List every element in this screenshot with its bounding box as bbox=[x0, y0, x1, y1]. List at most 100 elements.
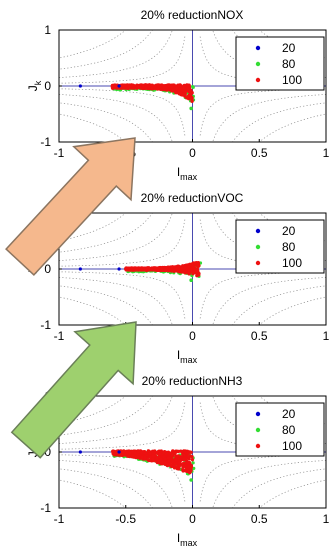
contour-lines bbox=[59, 213, 326, 325]
point-series-100 bbox=[180, 266, 184, 270]
point-series-100 bbox=[155, 87, 160, 91]
point-series-100 bbox=[170, 265, 174, 269]
point-series-80 bbox=[189, 278, 193, 283]
point-series-100 bbox=[159, 457, 163, 461]
point-series-100 bbox=[160, 267, 164, 271]
x-tick-label: 0.5 bbox=[251, 146, 268, 160]
point-series-100 bbox=[177, 87, 182, 91]
contour-line bbox=[258, 479, 326, 508]
point-series-100 bbox=[186, 94, 190, 99]
point-series-100 bbox=[148, 454, 152, 459]
x-tick-label: -1 bbox=[54, 146, 65, 160]
contour-lines bbox=[59, 30, 326, 142]
legend: 20 80 100 bbox=[235, 402, 325, 457]
point-series-100 bbox=[163, 85, 168, 89]
point-series-100 bbox=[143, 455, 147, 460]
contour-line bbox=[59, 88, 186, 136]
point-series-100 bbox=[156, 83, 160, 87]
x-tick-label: 0 bbox=[189, 146, 196, 160]
scatter-points bbox=[78, 449, 196, 482]
legend-label-80: 80 bbox=[282, 57, 296, 71]
contour-line bbox=[258, 213, 326, 242]
x-tick-label: 1 bbox=[323, 329, 330, 343]
legend-marker-80 bbox=[255, 61, 261, 67]
point-series-100 bbox=[188, 88, 193, 92]
contour-line bbox=[59, 271, 186, 319]
point-series-100 bbox=[153, 266, 157, 271]
y-tick-label: 0 bbox=[44, 79, 51, 93]
point-series-20 bbox=[78, 84, 82, 88]
point-series-100 bbox=[128, 450, 132, 455]
point-series-100 bbox=[156, 268, 160, 272]
contour-line bbox=[199, 271, 326, 319]
legend-box bbox=[235, 219, 325, 274]
point-series-100 bbox=[184, 469, 188, 473]
point-series-80 bbox=[191, 85, 195, 89]
point-series-100 bbox=[189, 96, 193, 100]
point-series-100 bbox=[163, 268, 168, 272]
legend-label-20: 20 bbox=[282, 41, 296, 55]
contour-line bbox=[59, 36, 186, 84]
point-series-100 bbox=[182, 457, 187, 462]
point-series-100 bbox=[179, 455, 183, 459]
legend-label-100: 100 bbox=[282, 73, 302, 87]
x-tick-label: -1 bbox=[54, 512, 65, 526]
x-axis-label: Imax bbox=[177, 531, 198, 548]
point-series-100 bbox=[177, 460, 182, 465]
orange-arrow bbox=[5, 137, 136, 276]
legend-marker-20 bbox=[255, 411, 261, 417]
point-series-100 bbox=[186, 460, 190, 465]
point-series-100 bbox=[190, 99, 194, 103]
green-arrow bbox=[10, 321, 137, 459]
point-series-100 bbox=[173, 462, 177, 466]
point-series-100 bbox=[181, 92, 186, 97]
contour-line bbox=[59, 285, 153, 325]
point-series-100 bbox=[124, 266, 128, 270]
contour-line bbox=[59, 113, 127, 142]
contour-line bbox=[258, 30, 326, 59]
y-tick-label: 0 bbox=[44, 262, 51, 276]
point-series-100 bbox=[178, 463, 182, 468]
point-series-100 bbox=[190, 457, 195, 462]
point-series-100 bbox=[139, 450, 144, 455]
point-series-100 bbox=[197, 273, 201, 277]
y-tick-label: 1 bbox=[44, 23, 51, 37]
y-tick-label: -1 bbox=[40, 318, 51, 332]
point-series-100 bbox=[190, 454, 194, 459]
point-series-100 bbox=[133, 451, 138, 455]
point-series-100 bbox=[163, 457, 167, 461]
contour-line bbox=[258, 296, 326, 325]
point-series-100 bbox=[113, 84, 117, 89]
y-tick-label: -1 bbox=[40, 501, 51, 515]
point-series-100 bbox=[183, 464, 188, 469]
legend: 20 80 100 bbox=[235, 36, 325, 91]
point-series-100 bbox=[189, 450, 193, 454]
point-series-100 bbox=[146, 458, 151, 462]
point-series-100 bbox=[163, 461, 167, 465]
point-series-100 bbox=[135, 266, 139, 271]
x-tick-label: 1 bbox=[323, 146, 330, 160]
point-series-100 bbox=[142, 266, 147, 270]
point-series-80 bbox=[191, 461, 195, 465]
point-series-100 bbox=[136, 85, 140, 89]
contour-line bbox=[59, 30, 127, 59]
legend-label-80: 80 bbox=[282, 240, 296, 254]
point-series-100 bbox=[139, 267, 144, 271]
point-series-20 bbox=[78, 267, 82, 271]
legend-marker-20 bbox=[255, 228, 261, 234]
contour-line bbox=[59, 468, 153, 508]
point-series-100 bbox=[191, 270, 196, 275]
scatter-points bbox=[78, 83, 196, 111]
legend-box bbox=[235, 36, 325, 91]
point-series-20 bbox=[78, 450, 82, 454]
y-axis-label: Jk bbox=[26, 80, 43, 91]
point-series-100 bbox=[186, 451, 190, 456]
point-series-100 bbox=[151, 454, 156, 458]
contour-line bbox=[258, 396, 326, 425]
point-series-100 bbox=[187, 265, 191, 269]
contour-line bbox=[59, 396, 127, 425]
point-series-100 bbox=[189, 267, 193, 271]
point-series-100 bbox=[189, 469, 193, 473]
point-series-100 bbox=[172, 466, 177, 470]
point-series-100 bbox=[153, 85, 157, 89]
